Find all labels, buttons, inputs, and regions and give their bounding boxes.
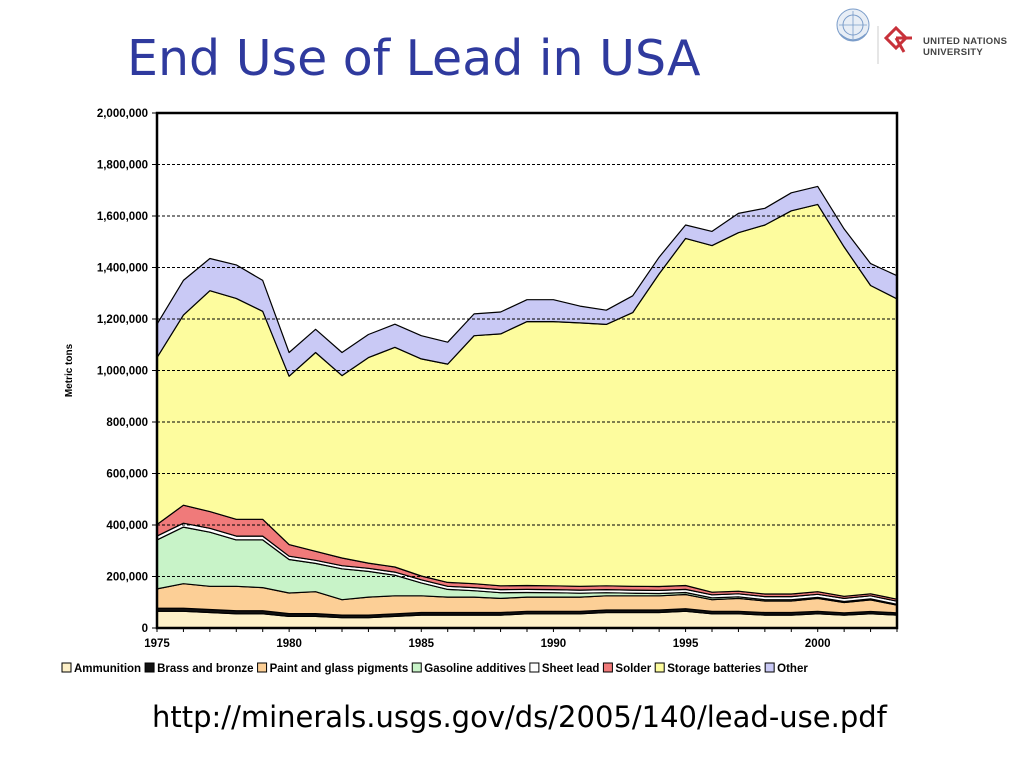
x-tick-label: 1980 — [276, 638, 302, 650]
legend-swatch-paint-and-glass-pigments — [257, 662, 268, 673]
y-axis-label: Metric tons — [64, 343, 75, 397]
y-tick-label: 1,200,000 — [97, 314, 148, 326]
legend-label-gasoline-additives: Gasoline additives — [424, 663, 526, 675]
legend-swatch-gasoline-additives — [411, 662, 422, 673]
y-axis: 0 200,000 400,000 600,000 800,000 1,000,000 1,… — [97, 108, 157, 635]
org-name-line2: UNIVERSITY — [923, 47, 984, 58]
y-tick-label: 600,000 — [106, 469, 148, 481]
y-tick-label: 1,000,000 — [97, 366, 148, 378]
source-url: http://minerals.usgs.gov/ds/2005/140/lea… — [152, 700, 887, 734]
legend-label-other: Other — [777, 663, 808, 675]
org-name-line1: UNITED NATIONS — [923, 36, 1008, 47]
x-tick-label: 1990 — [541, 638, 567, 650]
x-tick-label: 2000 — [805, 638, 831, 650]
gridlines — [157, 164, 897, 577]
legend-label-ammunition: Ammunition — [74, 663, 141, 675]
y-tick-label: 1,600,000 — [97, 211, 148, 223]
legend-label-solder: Solder — [615, 663, 651, 675]
un-emblem-icon — [836, 8, 870, 42]
slide-title: End Use of Lead in USA — [127, 30, 701, 87]
y-tick-label: 400,000 — [106, 520, 148, 532]
legend-swatch-brass-and-bronze — [144, 662, 155, 673]
legend-label-sheet-lead: Sheet lead — [542, 663, 600, 675]
logo-emblems — [836, 8, 912, 64]
stacked-area-chart: 0 200,000 400,000 600,000 800,000 1,000,000 1,… — [61, 108, 899, 675]
y-tick-label: 800,000 — [106, 417, 148, 429]
y-tick-label: 2,000,000 — [97, 108, 148, 120]
legend-swatch-solder — [602, 662, 613, 673]
org-logo: UNITED NATIONS UNIVERSITY — [834, 6, 1024, 68]
legend-label-paint-and-glass-pigments: Paint and glass pigments — [270, 663, 409, 675]
legend-swatch-sheet-lead — [529, 662, 540, 673]
y-tick-label: 200,000 — [106, 572, 148, 584]
legend: Ammunition Brass and bronze Paint and glas… — [61, 662, 808, 675]
x-tick-label: 1975 — [144, 638, 170, 650]
y-tick-label: 0 — [142, 623, 148, 635]
y-tick-label: 1,400,000 — [97, 263, 148, 275]
legend-label-storage-batteries: Storage batteries — [667, 663, 761, 675]
unu-mark-icon — [883, 25, 912, 53]
x-axis: 1975 1980 1985 1990 1995 2000 — [144, 628, 898, 650]
legend-label-brass-and-bronze: Brass and bronze — [157, 663, 254, 675]
legend-swatch-ammunition — [61, 662, 72, 673]
x-tick-label: 1985 — [408, 638, 434, 650]
legend-swatch-other — [764, 662, 775, 673]
y-tick-label: 1,800,000 — [97, 160, 148, 172]
x-tick-label: 1995 — [673, 638, 699, 650]
legend-swatch-storage-batteries — [654, 662, 665, 673]
plot-area — [156, 185, 898, 629]
